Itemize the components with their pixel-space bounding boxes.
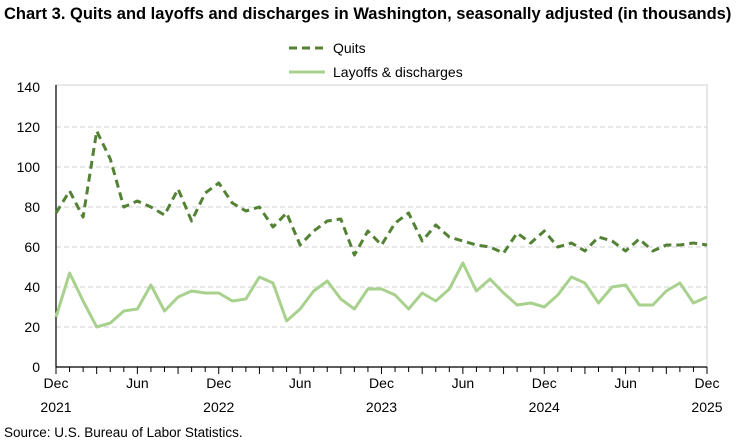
x-tick-month: Dec [532,375,557,391]
y-tick-label: 20 [24,319,40,335]
y-tick-label: 120 [17,119,41,135]
source-note: Source: U.S. Bureau of Labor Statistics. [4,425,243,440]
x-tick-year: 2022 [203,399,234,415]
x-tick-year: 2021 [40,399,71,415]
legend-label: Layoffs & discharges [333,64,463,80]
x-tick-month: Dec [369,375,394,391]
series-line-quits [54,129,708,257]
x-tick-year: 2025 [691,399,722,415]
y-tick-label: 80 [24,199,40,215]
x-tick-month: Dec [695,375,720,391]
y-tick-label: 40 [24,279,40,295]
y-tick-label: 140 [17,79,41,95]
series-line-layoffs-discharges [54,261,708,329]
x-tick-month: Jun [289,375,312,391]
x-tick-month: Dec [206,375,231,391]
x-tick-month: Dec [44,375,69,391]
chart-title: Chart 3. Quits and layoffs and discharge… [4,5,732,23]
x-tick-month: Jun [452,375,475,391]
y-tick-label: 100 [17,159,41,175]
y-tick-label: 60 [24,239,40,255]
x-tick-year: 2023 [366,399,397,415]
x-tick-month: Jun [126,375,149,391]
x-tick-year: 2024 [529,399,560,415]
y-tick-label: 0 [32,359,40,375]
legend-label: Quits [333,40,366,56]
x-tick-month: Jun [614,375,637,391]
